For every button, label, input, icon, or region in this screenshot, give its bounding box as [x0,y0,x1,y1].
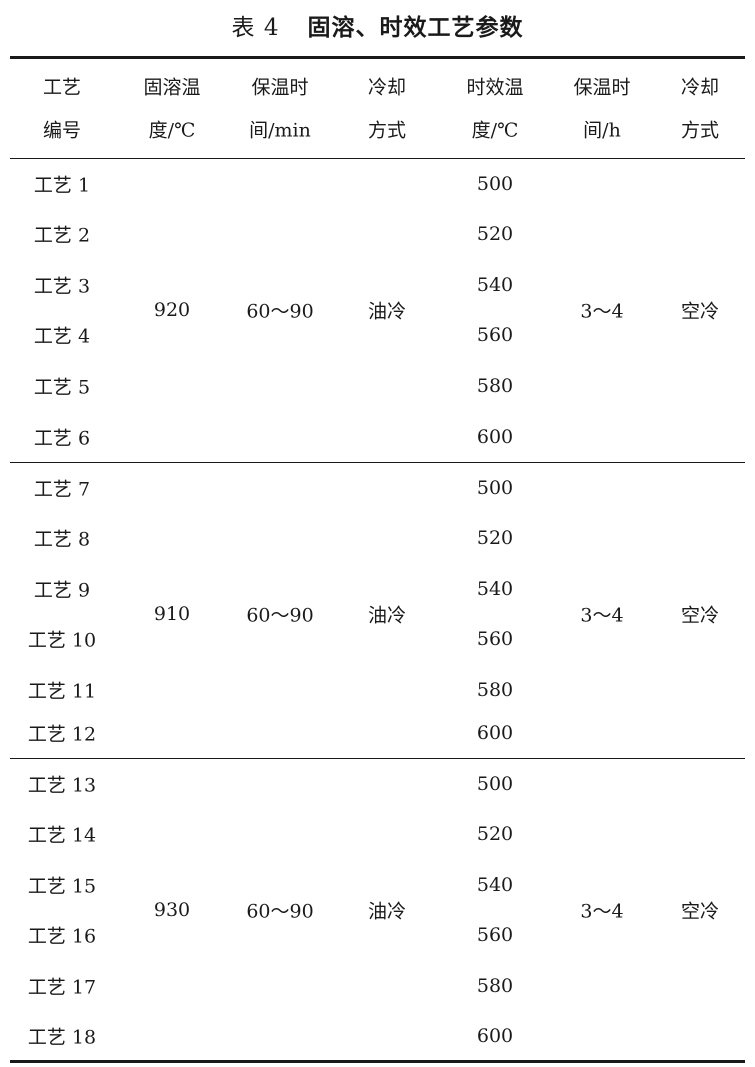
aging-cooling-cell: 空冷 [680,604,720,627]
process-id-cell: 工艺 10 [27,629,97,652]
aging-temp-cell: 580 [476,679,514,701]
aging-hold-time-cell: 3～4 [580,900,624,923]
process-id-cell: 工艺 18 [27,1026,97,1049]
group-divider [10,462,745,463]
column-header: 保温时 [573,76,631,99]
table-title: 表 4 固溶、时效工艺参数 [0,8,755,42]
aging-temp-cell: 520 [476,823,514,845]
aging-temp-cell: 540 [476,874,514,896]
aging-temp-cell: 540 [476,578,514,600]
top-rule [10,56,745,59]
aging-hold-time-cell: 3～4 [580,300,624,323]
column-header: 冷却 [367,76,407,99]
process-id-cell: 工艺 4 [33,325,91,348]
process-id-cell: 工艺 5 [33,376,91,399]
aging-temp-cell: 560 [476,628,514,650]
solution-cooling-cell: 油冷 [367,300,407,323]
aging-temp-cell: 520 [476,527,514,549]
aging-temp-cell: 500 [476,773,514,795]
column-header: 时效温 [466,76,524,99]
column-header: 度/℃ [148,119,196,142]
solution-hold-time-cell: 60～90 [246,900,314,923]
solution-temp-cell: 930 [153,899,191,921]
solution-cooling-cell: 油冷 [367,604,407,627]
group-divider [10,758,745,759]
solution-temp-cell: 910 [153,603,191,625]
aging-temp-cell: 560 [476,324,514,346]
process-id-cell: 工艺 3 [33,275,91,298]
process-id-cell: 工艺 14 [27,824,97,847]
column-header: 方式 [367,119,407,142]
process-id-cell: 工艺 7 [33,478,91,501]
column-header: 编号 [42,119,82,142]
aging-temp-cell: 520 [476,223,514,245]
aging-temp-cell: 540 [476,274,514,296]
column-header: 保温时 [251,76,309,99]
aging-temp-cell: 580 [476,975,514,997]
column-header: 固溶温 [143,76,201,99]
column-header: 冷却 [680,76,720,99]
process-id-cell: 工艺 1 [33,174,91,197]
aging-cooling-cell: 空冷 [680,300,720,323]
column-header: 工艺 [42,76,82,99]
solution-hold-time-cell: 60～90 [246,604,314,627]
solution-cooling-cell: 油冷 [367,900,407,923]
aging-temp-cell: 580 [476,375,514,397]
process-id-cell: 工艺 9 [33,579,91,602]
column-header: 间/min [249,119,311,142]
table-caption: 固溶、时效工艺参数 [307,15,524,41]
process-id-cell: 工艺 13 [27,774,97,797]
aging-temp-cell: 600 [476,722,514,744]
process-id-cell: 工艺 8 [33,528,91,551]
process-id-cell: 工艺 16 [27,925,97,948]
column-header: 方式 [680,119,720,142]
aging-hold-time-cell: 3～4 [580,604,624,627]
process-id-cell: 工艺 6 [33,427,91,450]
header-rule [10,158,745,159]
column-header: 间/h [583,119,621,142]
aging-temp-cell: 600 [476,1025,514,1047]
process-id-cell: 工艺 2 [33,224,91,247]
solution-hold-time-cell: 60～90 [246,300,314,323]
table-number: 表 4 [231,15,280,41]
process-id-cell: 工艺 12 [27,723,97,746]
process-id-cell: 工艺 15 [27,875,97,898]
solution-temp-cell: 920 [153,299,191,321]
process-id-cell: 工艺 17 [27,976,97,999]
aging-temp-cell: 560 [476,924,514,946]
aging-temp-cell: 600 [476,426,514,448]
aging-temp-cell: 500 [476,173,514,195]
aging-cooling-cell: 空冷 [680,900,720,923]
bottom-rule [10,1060,745,1063]
column-header: 度/℃ [471,119,519,142]
process-id-cell: 工艺 11 [27,680,97,703]
aging-temp-cell: 500 [476,477,514,499]
